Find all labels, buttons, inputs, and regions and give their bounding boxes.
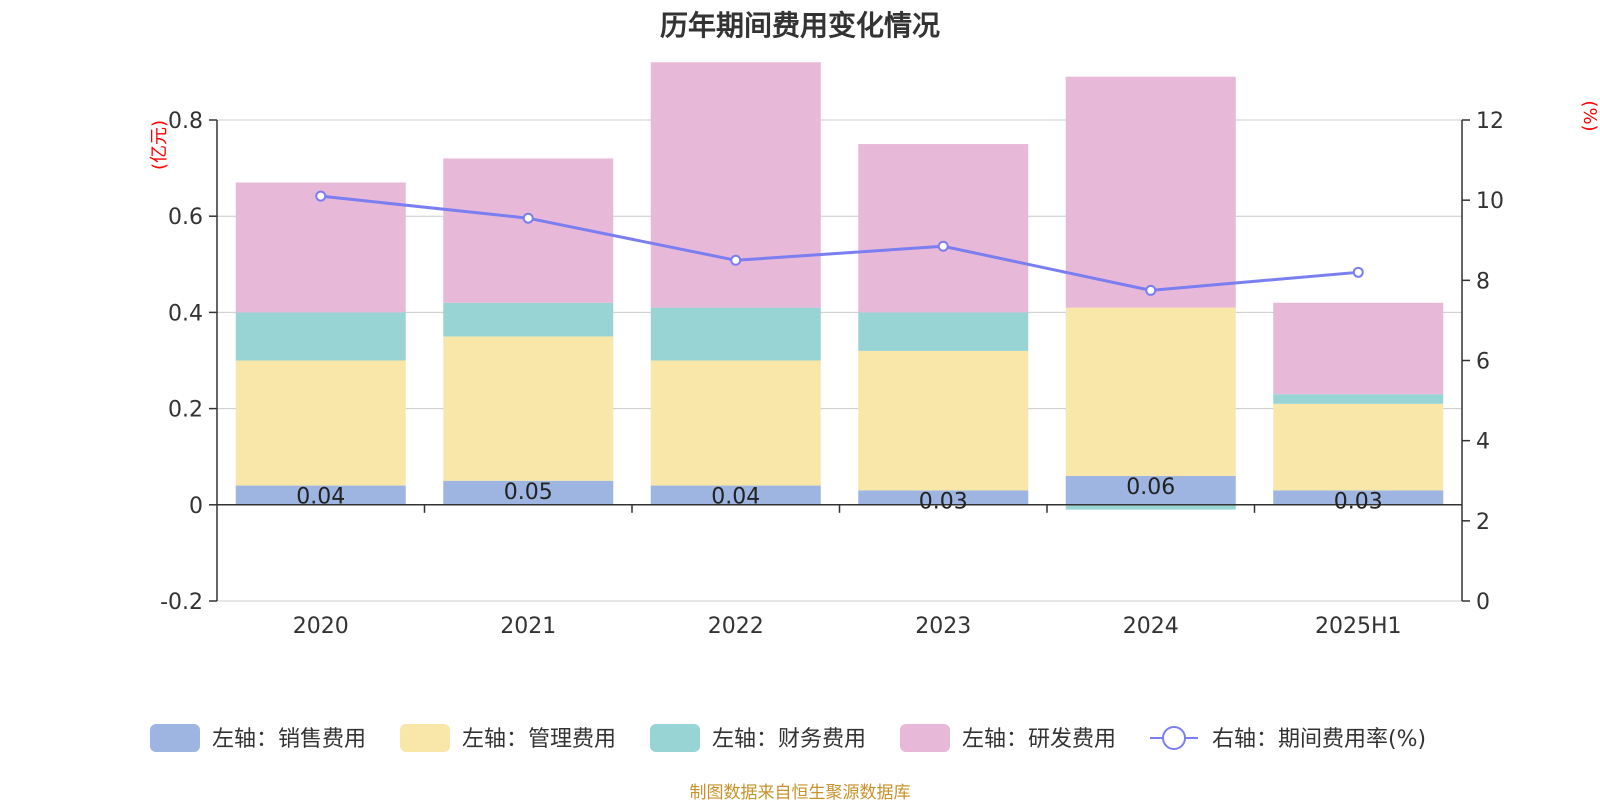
legend-label-0: 左轴：销售费用 — [212, 727, 366, 752]
legend-label-1: 左轴：管理费用 — [462, 727, 616, 752]
bar-s2-2022 — [650, 307, 821, 361]
line-series-expense-rate — [320, 194, 1359, 292]
legend-swatch-3 — [900, 724, 950, 752]
bar-s3-2020 — [235, 182, 406, 313]
y-right-tick-label-6: 12 — [1476, 109, 1504, 134]
x-tick-label-2021: 2021 — [500, 614, 556, 639]
bar-s3-2023 — [858, 144, 1029, 313]
data-label-2024: 0.06 — [1126, 475, 1175, 500]
label-layer: 0.04 0.05 0.04 0.03 0.06 0.03 — [296, 475, 1382, 514]
x-tick-label-2023: 2023 — [915, 614, 971, 639]
line-point-2025H1 — [1352, 266, 1364, 278]
y-left-tick-label-0: -0.2 — [160, 590, 203, 615]
x-tick-label-2020: 2020 — [293, 614, 349, 639]
bar-s2-2023 — [858, 312, 1029, 351]
bar-s2-2025H1 — [1273, 394, 1444, 404]
data-label-2021: 0.05 — [504, 480, 553, 505]
line-point-2023 — [937, 240, 949, 252]
line-point-2024 — [1145, 284, 1157, 296]
bar-s0-2024 — [1065, 475, 1236, 505]
bar-s1-2025H1 — [1273, 403, 1444, 491]
bar-s1-2021 — [443, 336, 614, 481]
bar-s0-2022 — [650, 485, 821, 505]
line-point-2021 — [522, 212, 534, 224]
bar-s2-2021 — [443, 302, 614, 337]
y-right-tick-label-2: 4 — [1476, 430, 1490, 455]
bar-s1-2020 — [235, 360, 406, 486]
bar-s0-2020 — [235, 485, 406, 505]
y-left-tick-label-2: 0.2 — [168, 398, 203, 423]
legend-label-2: 左轴：财务费用 — [712, 727, 866, 752]
bar-s1-2022 — [650, 360, 821, 486]
data-label-2020: 0.04 — [296, 485, 345, 510]
line-point-2020 — [315, 190, 327, 202]
y-right-tick-label-0: 0 — [1476, 590, 1490, 615]
line-layer — [315, 190, 1364, 296]
line-point-2022 — [730, 254, 742, 266]
axis-layer: -0.2 0 0.2 0.4 0.6 0.8(亿元) 0 2 4 6 8 10 12 (%) 2020 202… — [149, 100, 1600, 639]
data-label-2022: 0.04 — [711, 485, 760, 510]
y-left-tick-label-4: 0.6 — [168, 205, 203, 230]
legend-swatch-1 — [400, 724, 450, 752]
legend: 左轴：销售费用 左轴：管理费用 左轴：财务费用 左轴：研发费用 右轴：期间费用率(%) — [150, 724, 1426, 752]
bar-layer — [235, 62, 1444, 510]
bar-s1-2024 — [1065, 307, 1236, 476]
legend-swatch-2 — [650, 724, 700, 752]
bar-s0-2023 — [858, 490, 1029, 505]
y-right-tick-label-4: 8 — [1476, 269, 1490, 294]
y-left-unit-label: (亿元) — [149, 120, 170, 170]
bar-s0-2025H1 — [1273, 490, 1444, 505]
bar-s3-2022 — [650, 62, 821, 308]
bar-s3-2025H1 — [1273, 302, 1444, 395]
chart-title: 历年期间费用变化情况 — [659, 9, 940, 42]
y-right-tick-label-3: 6 — [1476, 350, 1490, 375]
data-label-2023: 0.03 — [919, 489, 968, 514]
y-left-tick-label-3: 0.4 — [168, 301, 203, 326]
bar-s2-2020 — [235, 312, 406, 361]
x-tick-label-2025H1: 2025H1 — [1315, 614, 1402, 639]
y-left-tick-label-1: 0 — [189, 494, 203, 519]
data-label-2025H1: 0.03 — [1334, 489, 1383, 514]
legend-marker-4 — [1162, 726, 1186, 750]
x-tick-label-2022: 2022 — [708, 614, 764, 639]
y-right-unit-label: (%) — [1579, 100, 1600, 131]
y-left-tick-label-5: 0.8 — [168, 109, 203, 134]
legend-label-4: 右轴：期间费用率(%) — [1212, 727, 1426, 752]
bar-s3-2024 — [1065, 76, 1236, 308]
source-note: 制图数据来自恒生聚源数据库 — [689, 783, 911, 803]
y-right-tick-label-5: 10 — [1476, 189, 1504, 214]
x-tick-label-2024: 2024 — [1123, 614, 1179, 639]
bar-s2-2024 — [1065, 504, 1236, 510]
y-right-tick-label-1: 2 — [1476, 510, 1490, 535]
legend-swatch-0 — [150, 724, 200, 752]
legend-label-3: 左轴：研发费用 — [962, 727, 1116, 752]
bar-s0-2021 — [443, 480, 614, 505]
bar-s1-2023 — [858, 350, 1029, 491]
